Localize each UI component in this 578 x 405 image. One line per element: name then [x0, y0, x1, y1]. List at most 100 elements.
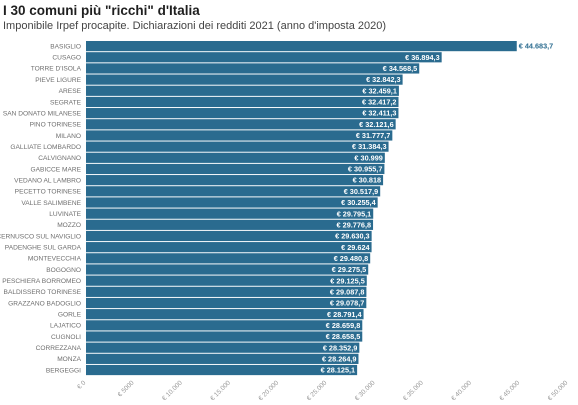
value-label: € 29.795,1 [337, 209, 372, 218]
bar [86, 96, 399, 108]
value-label: € 32.417,2 [362, 98, 397, 107]
category-label: MOZZO [57, 222, 81, 229]
bar [86, 297, 367, 309]
category-label: GALLIATE LOMBARDO [10, 144, 81, 151]
bar [86, 85, 399, 96]
chart-subtitle: Imponibile Irpef procapite. Dichiarazion… [3, 20, 387, 32]
bar [86, 275, 367, 286]
bar [86, 52, 442, 63]
bar [86, 264, 369, 275]
bars-group: BASIGLIO € 44.683,7 CUSAGO € 36.894,3 TORRE … [0, 41, 554, 376]
category-label: CUSAGO [52, 55, 81, 62]
bar [86, 197, 378, 208]
bar [86, 119, 396, 130]
category-label: BASIGLIO [50, 43, 81, 50]
category-label: CUGNOLI [51, 334, 81, 341]
bar [86, 141, 389, 152]
bar [86, 364, 358, 376]
category-label: VEDANO AL LAMBRO [14, 177, 81, 184]
bar [86, 230, 372, 242]
bar [86, 309, 364, 320]
x-tick-label: € 5000 [117, 379, 136, 398]
category-label: CORREZZANA [36, 345, 82, 352]
category-label: GORLE [58, 311, 82, 318]
x-tick-label: € 50.000 [547, 379, 570, 402]
value-label: € 32.411,3 [362, 109, 396, 118]
category-label: MILANO [56, 133, 81, 140]
bar [86, 331, 363, 342]
bar [86, 353, 359, 364]
value-label: € 29.624 [341, 243, 370, 252]
x-tick-label: € 20.000 [257, 379, 280, 402]
bar [86, 41, 517, 52]
x-tick-label: € 45.000 [498, 379, 521, 402]
category-label: PINO TORINESE [30, 122, 82, 129]
category-label: VALLE SALIMBENE [21, 200, 81, 207]
bar [86, 186, 381, 197]
value-label: € 28.125,1 [321, 366, 356, 375]
bar [86, 242, 372, 253]
category-label: BOGOGNO [46, 267, 81, 274]
value-label: € 28.791,4 [327, 310, 362, 319]
value-label: € 29.087,8 [330, 287, 365, 296]
category-label: MONZA [57, 356, 81, 363]
bar [86, 320, 363, 331]
value-label: € 28.658,5 [326, 332, 361, 341]
category-label: SAN DONATO MILANESE [3, 110, 82, 117]
value-label: € 28.659,8 [326, 321, 361, 330]
category-label: PADENGHE SUL GARDA [5, 244, 82, 251]
category-label: TORRE D'ISOLA [31, 66, 82, 73]
category-label: GABICCE MARE [30, 166, 81, 173]
value-label: € 29.480,8 [334, 254, 369, 263]
bar [86, 130, 393, 141]
x-tick-label: € 0 [76, 379, 88, 391]
value-label: € 29.776,8 [337, 220, 372, 229]
value-label: € 34.568,5 [383, 64, 418, 73]
category-label: BERGEGGI [46, 367, 81, 374]
category-label: LAJATICO [50, 323, 81, 330]
bar [86, 152, 385, 163]
value-label: € 36.894,3 [405, 53, 440, 62]
value-label: € 29.275,5 [332, 265, 367, 274]
category-label: GRAZZANO BADOGLIO [8, 300, 81, 307]
category-label: ARESE [59, 88, 82, 95]
value-label: € 28.264,9 [322, 354, 357, 363]
bar [86, 253, 371, 264]
x-axis: € 0 € 5000 € 10.000 € 15.000 € 20.000 € 25.00… [76, 379, 570, 402]
category-label: SEGRATE [50, 99, 82, 106]
bar [86, 286, 367, 297]
value-label: € 28.352,9 [323, 343, 358, 352]
value-label: € 30.955,7 [348, 165, 383, 174]
value-label: € 30.255,4 [341, 198, 376, 207]
value-label: € 30.517,9 [344, 187, 379, 196]
chart-title: I 30 comuni più "ricchi" d'Italia [3, 3, 200, 18]
bar [86, 219, 374, 230]
bar [86, 208, 374, 219]
value-label: € 31.777,7 [356, 131, 391, 140]
value-label: € 32.842,3 [366, 75, 401, 84]
category-label: PIEVE LIGURE [35, 77, 81, 84]
category-label: BALDISSERO TORINESE [4, 289, 82, 296]
value-label: € 30.818 [353, 176, 381, 185]
category-label: CERNUSCO SUL NAVIGLIO [0, 233, 81, 240]
x-tick-label: € 40.000 [450, 379, 473, 402]
value-label: € 44.683,7 [519, 42, 554, 51]
value-label: € 32.121,6 [359, 120, 394, 129]
x-tick-label: € 25.000 [306, 379, 329, 402]
value-label: € 29.630,3 [335, 232, 370, 241]
value-label: € 29.078,7 [330, 299, 365, 308]
category-label: PESCHIERA BORROMEO [2, 278, 81, 285]
bar [86, 175, 384, 186]
x-tick-label: € 30.000 [354, 379, 377, 402]
bar [86, 63, 420, 74]
x-tick-label: € 10.000 [161, 379, 184, 402]
value-label: € 31.384,3 [352, 142, 387, 151]
category-label: CALVIGNANO [38, 155, 81, 162]
bar [86, 342, 360, 353]
bar [86, 108, 399, 119]
x-tick-label: € 35.000 [402, 379, 425, 402]
category-label: MONTEVECCHIA [28, 256, 82, 263]
bar [86, 163, 385, 175]
value-label: € 29.125,5 [330, 276, 365, 285]
category-label: LUVINATE [49, 211, 81, 218]
